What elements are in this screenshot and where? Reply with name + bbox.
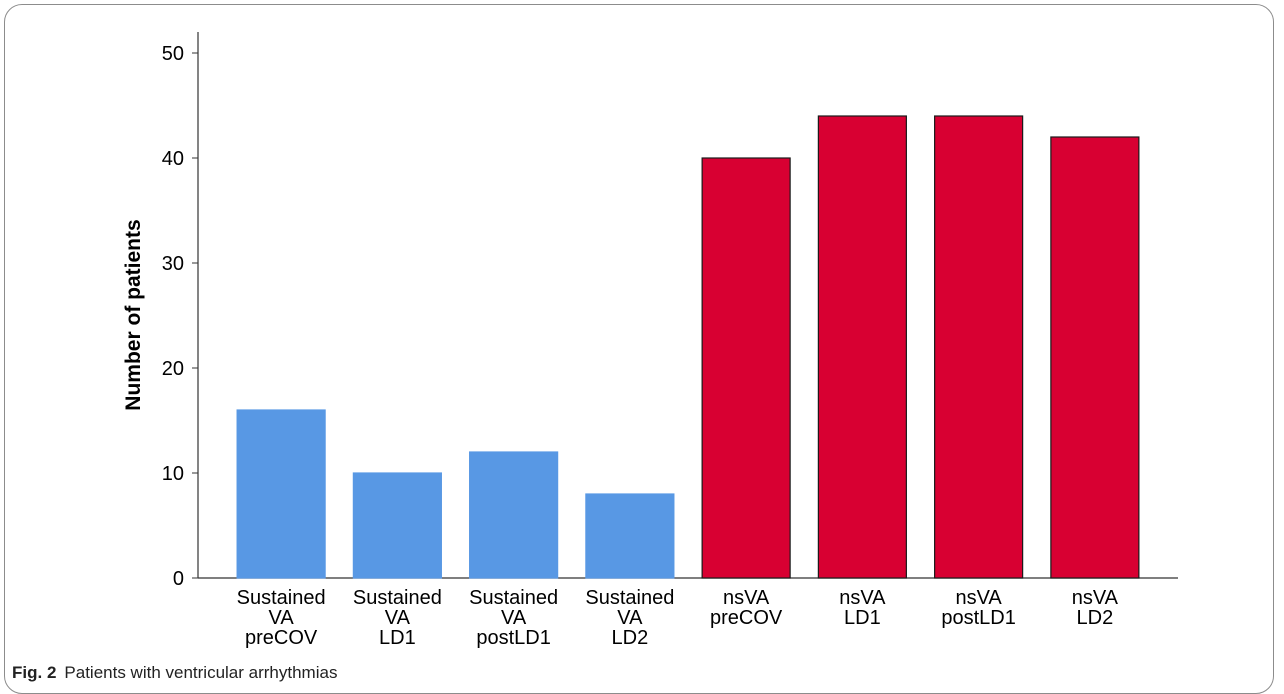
figure-caption-text: Patients with ventricular arrhythmias xyxy=(64,663,338,682)
y-tick-label: 50 xyxy=(162,43,184,65)
x-tick-label: nsVA LD2 xyxy=(1072,587,1119,629)
y-tick-label: 20 xyxy=(162,358,184,380)
figure-caption: Fig. 2 Patients with ventricular arrhythm… xyxy=(12,663,337,683)
bar-2 xyxy=(352,472,442,579)
y-axis-label: Number of patients xyxy=(122,219,145,410)
x-tick-label: Sustained VA preCOV xyxy=(237,587,326,649)
chart-bars xyxy=(236,115,1140,579)
x-tick-label: nsVA postLD1 xyxy=(941,587,1016,629)
x-tick-label: nsVA LD1 xyxy=(839,587,886,629)
bar-5 xyxy=(701,157,791,579)
x-tick-label: Sustained VA postLD1 xyxy=(469,587,558,649)
y-tick-label: 40 xyxy=(162,148,184,170)
x-tick-label: nsVA preCOV xyxy=(710,587,783,629)
bar-1 xyxy=(236,409,326,579)
y-tick-labels: 0 10 20 30 40 50 xyxy=(162,43,198,590)
x-tick-label: Sustained VA LD1 xyxy=(353,587,442,649)
bar-7 xyxy=(934,115,1024,579)
chart-axes xyxy=(197,32,1178,579)
y-tick-label: 30 xyxy=(162,253,184,275)
bar-8 xyxy=(1050,136,1140,579)
x-tick-label: Sustained VA LD2 xyxy=(585,587,674,649)
bar-3 xyxy=(469,451,559,579)
bar-4 xyxy=(585,493,675,579)
bar-6 xyxy=(817,115,907,579)
figure-number: Fig. 2 xyxy=(12,663,57,682)
y-tick-label: 10 xyxy=(162,463,184,485)
y-tick-label: 0 xyxy=(173,568,184,590)
x-category-labels: Sustained VA preCOV Sustained VA LD1 Sustained… xyxy=(237,587,1119,649)
